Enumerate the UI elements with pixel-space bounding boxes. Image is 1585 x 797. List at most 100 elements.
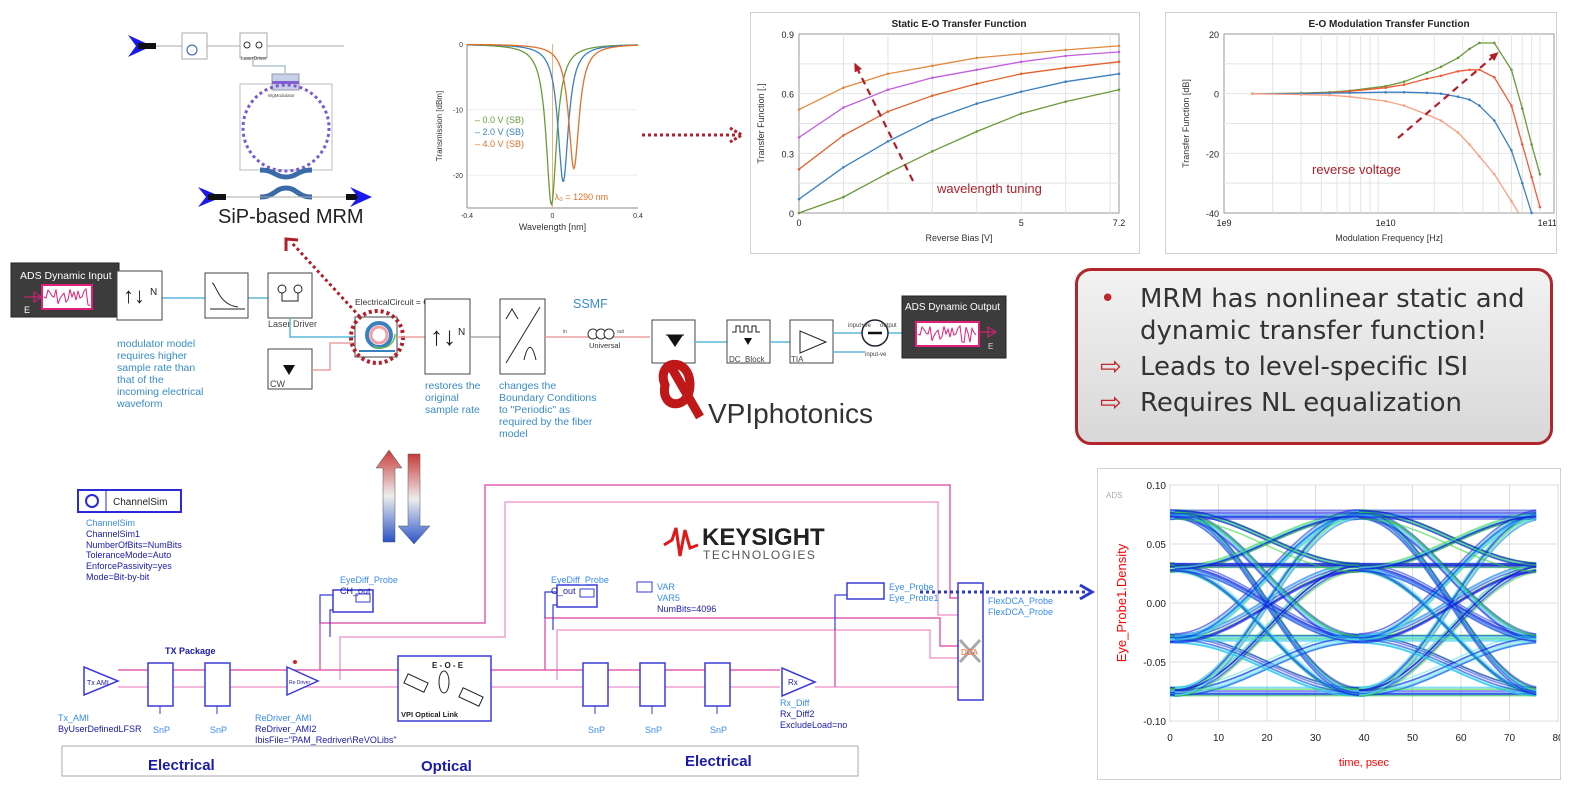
x-tick-label: 7.2 [1113,218,1126,228]
svg-text:N: N [150,287,157,298]
eyediff-probe-o[interactable] [556,584,598,608]
y-axis-label: Transfer Function [.] [756,83,766,163]
tia-label: TIA [791,355,804,364]
data-point [1117,60,1121,64]
eoe-block[interactable]: E - O - E VPI Optical Link [397,655,492,722]
dotted-arrow [642,126,745,144]
y-tick-label: -40 [1206,209,1219,219]
ads-watermark: ADS [1106,491,1122,500]
series-line [466,43,639,171]
probe-name-label: O_out [551,586,576,596]
domain-electrical: Electrical [148,757,215,774]
redriver-block[interactable] [286,665,320,697]
x-tick-label: 10 [1213,733,1225,744]
eye-trace [1170,570,1175,573]
data-point [1456,56,1460,60]
arrow-up-icon [375,449,403,543]
annotation: wavelength tuning [936,181,1042,196]
snp-block [704,662,731,707]
data-point [1019,72,1023,76]
flexdca-probe[interactable]: DCA [957,582,984,701]
cw-laser-block[interactable] [267,348,313,390]
eye-trace [1170,694,1175,697]
svg-text:N: N [458,327,465,338]
x-tick-label: 1e9 [1216,218,1231,228]
data-point [931,64,934,68]
eye-trace [1170,562,1175,565]
eye-trace [1170,641,1175,644]
tx-ami-block[interactable] [83,665,120,697]
eye-trace [1359,641,1537,697]
laser-driver-block[interactable] [267,272,313,319]
eye-trace [1174,514,1360,640]
ads-dynamic-input-block[interactable]: ADS Dynamic Input E [10,262,120,318]
var-value-label: NumBits=4096 [657,604,716,614]
data-point [1538,172,1542,176]
laser-driver-label: Laser Driver [268,319,317,329]
downsample-block[interactable] [424,298,471,375]
eye-trace [1170,635,1175,638]
eye-probe[interactable] [846,582,885,600]
eye-trace [1170,512,1175,515]
x-axis-label: Wavelength [nm] [519,222,586,232]
y-tick-label: 0.00 [1147,599,1167,610]
data-point [797,108,801,111]
eye-trace [1170,633,1175,636]
eye-trace [1174,638,1360,694]
x-axis-label: time, psec [1339,757,1390,769]
output-port-label: E [988,342,993,351]
fiber-coil-icon[interactable] [587,328,615,340]
x-tick-label: 40 [1358,733,1370,744]
eye-trace [1170,565,1175,568]
eye-trace [1170,564,1175,567]
data-point [1064,54,1067,58]
data-point [1520,107,1524,110]
probe-name-label: CH_out [340,586,371,596]
eye-diagram-panel: 0 10 20 30 40 50 60 70 80 0.10 0.05 0.00 -0.05 -0.10 A… [1097,468,1564,780]
rx-type: Rx_Diff [780,698,810,708]
eye-trace [1170,694,1175,697]
filter-block[interactable] [204,272,249,319]
upsample-block[interactable] [116,270,163,321]
data-point [1520,181,1524,185]
data-point [797,197,801,201]
y-tick-label: 0.3 [781,149,794,159]
channelsim-controller[interactable]: ChannelSim [77,489,182,513]
mrm-block[interactable] [354,316,398,358]
y-tick-label: 0.10 [1147,481,1167,492]
x-axis-label: Modulation Frequency [Hz] [1335,233,1443,243]
rx-block[interactable] [781,666,817,698]
redriver-glyph: Re Driver [289,680,310,686]
bidirectional-arrows [375,449,431,545]
eye-trace [1359,565,1537,639]
x-tick-label: 30 [1310,733,1322,744]
data-point [1402,83,1406,87]
data-point [797,136,801,139]
eye-trace [1174,641,1360,697]
y-tick-label: -20 [1206,149,1219,159]
eye-trace [1170,562,1175,564]
y-tick-label: -20 [453,173,463,180]
eyediff-probe-ch[interactable] [332,589,374,613]
eye-trace [1170,634,1175,637]
callout-text: Requires NL equalization [1140,388,1462,418]
var-block[interactable] [636,581,653,593]
channelsim-title: ChannelSim [113,497,167,508]
laser-driver-block[interactable] [239,32,268,59]
ads-dynamic-output-block[interactable]: ADS Dynamic Output E [901,295,1007,359]
y-axis-label: Transfer Function [dB] [1181,79,1191,168]
series-line [1252,93,1520,213]
series-line [467,44,638,207]
modulator-label: WgModulator [268,93,295,98]
eye-trace [1170,568,1175,571]
channelsim-icon [85,494,99,508]
wires [118,484,958,688]
data-point [1468,68,1471,72]
eo-modulation-chart-panel: E-O Modulation Transfer Function 1e9 1e10 1… [1165,12,1557,254]
data-point [1348,95,1352,98]
data-point [1478,155,1481,158]
eye-trace [1170,564,1175,567]
annotation: λ₀ = 1290 nm [555,192,609,202]
y-tick-label: 0.9 [781,30,794,40]
snp-label: SnP [645,725,662,735]
